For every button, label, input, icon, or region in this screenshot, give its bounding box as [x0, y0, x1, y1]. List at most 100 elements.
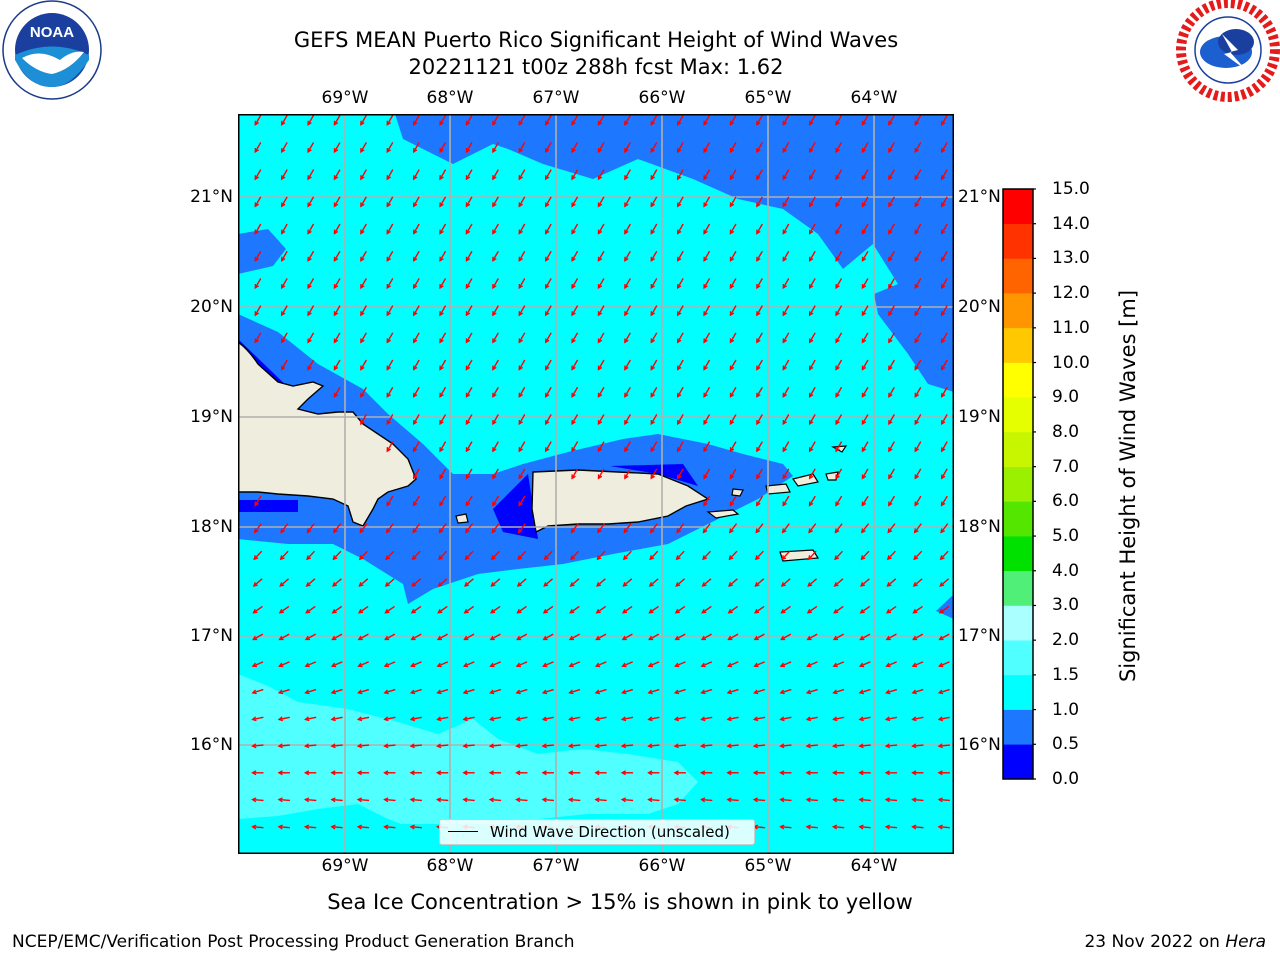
wave-direction-arrow [332, 578, 342, 587]
wave-direction-arrowhead [544, 256, 550, 262]
wave-direction-arrowhead [597, 283, 603, 290]
wind-wave-arrows [251, 114, 950, 830]
wave-direction-arrowhead [597, 338, 603, 344]
wave-direction-arrow [809, 142, 816, 153]
wave-direction-arrowhead [782, 147, 788, 154]
wave-direction-arrowhead [333, 120, 339, 126]
wave-direction-arrow [650, 359, 658, 370]
wave-direction-arrowhead [360, 419, 365, 426]
wave-direction-arrowhead [861, 501, 867, 507]
wave-direction-arrow [756, 223, 763, 234]
wave-direction-arrow [517, 578, 527, 587]
wave-direction-arrowhead [726, 716, 732, 722]
wave-direction-arrow [624, 250, 631, 262]
wave-direction-arrow [782, 414, 790, 425]
wave-direction-arrowhead [280, 283, 286, 290]
colorbar-band [1003, 223, 1033, 259]
land-puerto-rico [531, 469, 710, 534]
footer-machine: Hera [1225, 932, 1266, 952]
wave-direction-arrowhead [360, 202, 365, 208]
wave-direction-arrowhead [703, 474, 708, 480]
wave-direction-arrowhead [541, 716, 548, 722]
wave-direction-arrow [360, 196, 367, 207]
wave-direction-arrow [307, 114, 315, 126]
wave-direction-arrowhead [492, 283, 497, 290]
wave-direction-arrowhead [542, 662, 548, 668]
wave-direction-arrowhead [729, 229, 735, 235]
wave-direction-arrow [861, 278, 869, 289]
wave-direction-arrow [281, 278, 288, 289]
wave-direction-arrowhead [279, 555, 285, 561]
wave-direction-arrow [439, 250, 447, 262]
wave-direction-arrow [886, 605, 897, 614]
wave-direction-arrow [860, 550, 870, 560]
wave-direction-arrow [411, 633, 422, 641]
wave-direction-arrowhead [805, 716, 812, 722]
land-virgin-islands [765, 483, 791, 495]
wave-direction-arrowhead [782, 229, 788, 235]
wave-direction-arrow [569, 688, 581, 694]
wave-direction-arrowhead [597, 229, 603, 235]
wave-direction-arrowhead [940, 202, 946, 208]
wave-direction-arrow [888, 441, 895, 452]
wave-direction-arrowhead [808, 501, 814, 507]
wave-direction-arrow [571, 114, 579, 126]
wave-direction-arrow [650, 523, 658, 533]
wave-direction-arrowhead [465, 447, 471, 453]
wave-direction-arrowhead [755, 528, 761, 534]
wave-direction-arrowhead [492, 338, 497, 344]
wave-direction-arrowhead [492, 147, 497, 154]
noaa-logo-text: NOAA [30, 24, 74, 41]
wave-direction-arrowhead [624, 365, 629, 371]
wave-direction-arrow [490, 798, 502, 802]
wave-direction-arrowhead [571, 419, 576, 426]
wave-direction-arrow [305, 798, 317, 802]
wave-direction-arrow [754, 688, 766, 694]
wave-direction-arrowhead [939, 582, 945, 587]
wave-direction-arrowhead [647, 662, 653, 668]
wave-direction-arrow [307, 305, 315, 316]
wave-direction-arrow [384, 826, 396, 829]
wave-direction-arrow [360, 278, 367, 289]
wave-direction-arrow [914, 142, 922, 153]
wave-direction-arrow [413, 359, 420, 370]
wave-direction-arrow [938, 826, 950, 829]
wave-direction-arrow [571, 223, 579, 234]
wave-direction-arrow [492, 495, 500, 506]
wave-direction-arrow [254, 332, 262, 343]
colorbar [1002, 188, 1036, 780]
wave-direction-arrowhead [808, 392, 814, 398]
wave-direction-arrow [624, 359, 631, 370]
wave-direction-arrowhead [835, 338, 840, 344]
wave-direction-arrow [384, 744, 396, 747]
wave-direction-arrow [281, 114, 288, 126]
wave-direction-arrowhead [596, 555, 602, 561]
wave-direction-arrow [914, 332, 922, 343]
wave-direction-arrowhead [806, 635, 812, 641]
wave-direction-arrowhead [594, 797, 600, 803]
lon-tick-top: 64°W [850, 88, 898, 108]
wave-direction-arrow [624, 441, 631, 452]
colorbar-tick-label: 13.0 [1052, 248, 1090, 269]
wave-direction-arrow [729, 332, 737, 343]
wave-direction-arrowhead [782, 283, 788, 290]
lon-tick-top: 65°W [744, 88, 792, 108]
wave-direction-arrow [254, 495, 262, 506]
wave-direction-arrowhead [913, 528, 919, 534]
wave-direction-arrowhead [517, 528, 523, 534]
wave-direction-arrowhead [805, 824, 811, 830]
wave-direction-arrowhead [676, 365, 682, 371]
wave-direction-arrow [492, 359, 499, 370]
colorbar-band [1003, 570, 1033, 606]
wave-direction-arrow [413, 441, 420, 452]
wave-direction-arrowhead [567, 770, 574, 776]
wave-direction-arrowhead [782, 419, 788, 426]
wave-direction-arrow [542, 688, 554, 694]
wave-direction-arrowhead [888, 447, 893, 453]
wave-direction-arrow [941, 441, 948, 452]
wave-direction-arrow [386, 495, 394, 506]
wave-direction-arrow [281, 250, 288, 262]
wave-direction-arrowhead [462, 716, 468, 722]
wave-direction-arrowhead [356, 797, 363, 803]
wave-direction-arrow [492, 223, 499, 234]
